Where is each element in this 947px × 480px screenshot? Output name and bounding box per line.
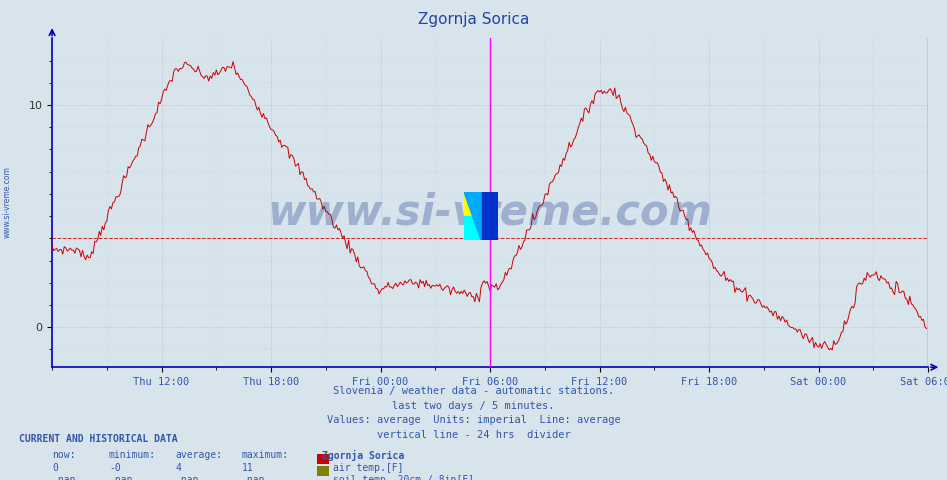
Text: -0: -0 (109, 463, 120, 473)
Text: -nan: -nan (52, 475, 76, 480)
Text: average:: average: (175, 450, 223, 460)
Text: vertical line - 24 hrs  divider: vertical line - 24 hrs divider (377, 430, 570, 440)
Text: www.si-vreme.com: www.si-vreme.com (3, 166, 12, 238)
Text: CURRENT AND HISTORICAL DATA: CURRENT AND HISTORICAL DATA (19, 434, 178, 444)
Text: 0: 0 (52, 463, 58, 473)
Text: last two days / 5 minutes.: last two days / 5 minutes. (392, 401, 555, 411)
Text: Zgornja Sorica: Zgornja Sorica (418, 12, 529, 27)
Text: Slovenia / weather data - automatic stations.: Slovenia / weather data - automatic stat… (333, 386, 614, 396)
Text: air temp.[F]: air temp.[F] (333, 463, 403, 473)
Text: Values: average  Units: imperial  Line: average: Values: average Units: imperial Line: av… (327, 415, 620, 425)
Text: maximum:: maximum: (241, 450, 289, 460)
Text: Zgornja Sorica: Zgornja Sorica (322, 450, 404, 461)
Text: 11: 11 (241, 463, 253, 473)
Bar (464, 192, 481, 216)
Bar (481, 192, 498, 240)
Text: www.si-vreme.com: www.si-vreme.com (268, 192, 712, 234)
Text: 4: 4 (175, 463, 181, 473)
Text: -nan: -nan (175, 475, 199, 480)
Text: -nan: -nan (109, 475, 133, 480)
Text: now:: now: (52, 450, 76, 460)
Text: -nan: -nan (241, 475, 265, 480)
Text: soil temp. 20cm / 8in[F]: soil temp. 20cm / 8in[F] (333, 475, 474, 480)
Polygon shape (464, 192, 481, 240)
Bar (464, 216, 481, 240)
Text: minimum:: minimum: (109, 450, 156, 460)
